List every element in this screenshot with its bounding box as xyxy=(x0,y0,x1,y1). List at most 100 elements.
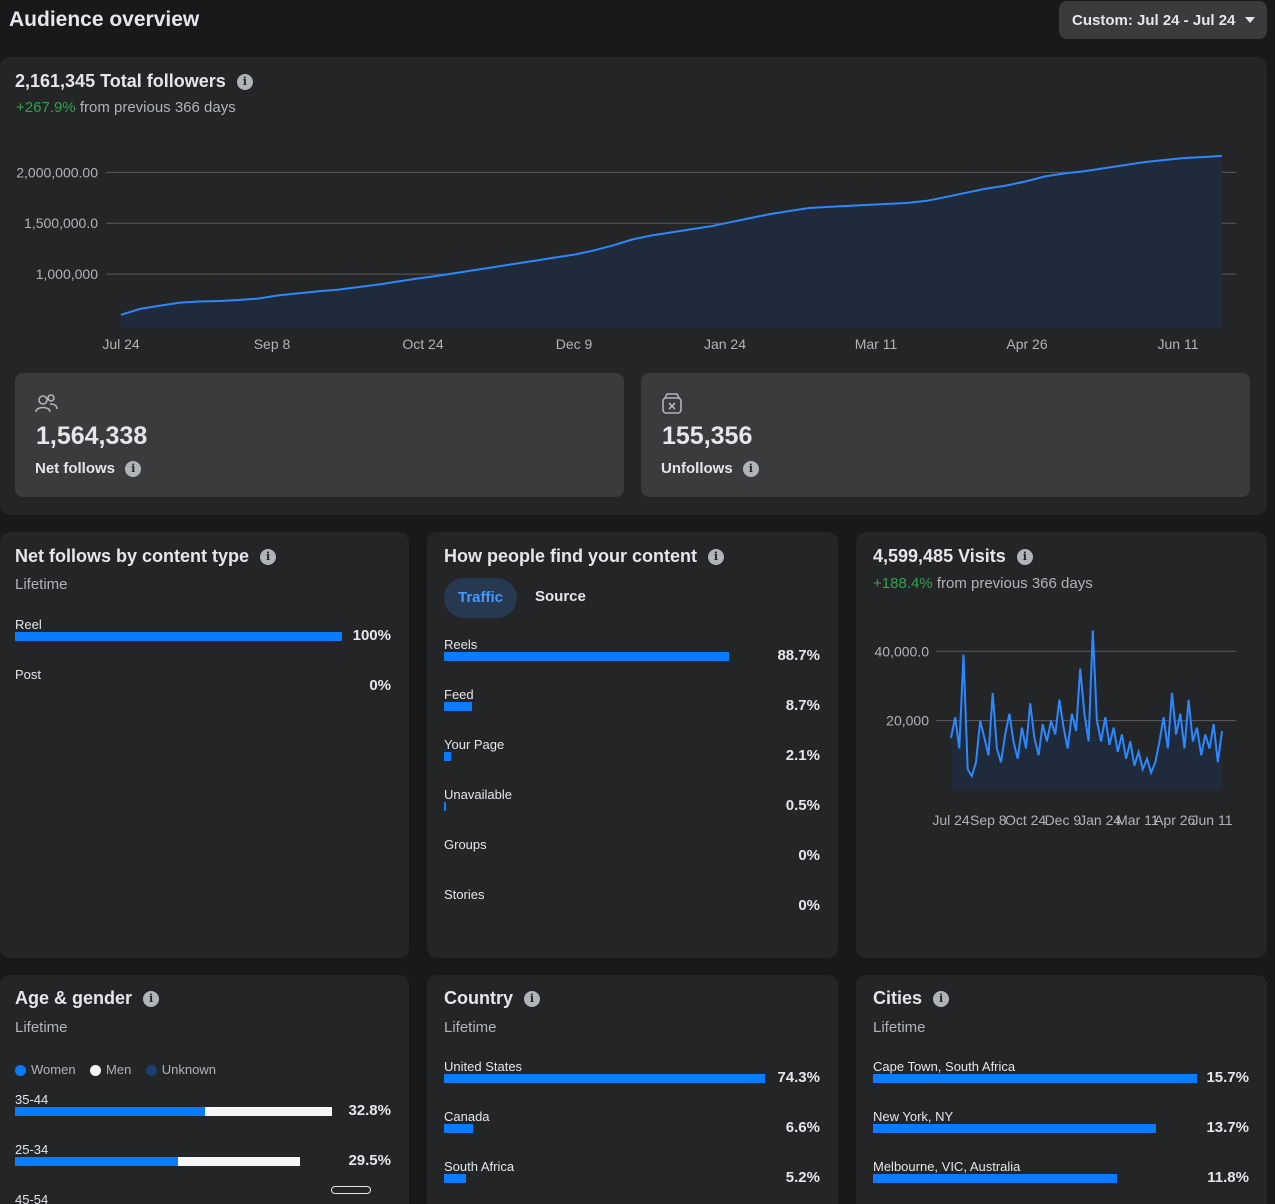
row-label: Reels xyxy=(444,637,478,652)
cities-title: Cities xyxy=(873,988,923,1008)
row-label: 25-34 xyxy=(15,1142,49,1157)
country-heading: Country i xyxy=(444,988,541,1009)
women-dot-icon xyxy=(15,1065,26,1077)
scroll-indicator[interactable] xyxy=(331,1186,371,1194)
country-subtitle: Lifetime xyxy=(444,1019,497,1036)
row-label: Unavailable xyxy=(444,787,512,802)
visits-change-pct: +188.4% xyxy=(873,575,933,592)
row-bar[interactable] xyxy=(444,652,729,661)
row-percent: 0% xyxy=(798,847,820,864)
row-label: Reel xyxy=(15,617,42,632)
row-percent: 0% xyxy=(369,677,391,694)
row-percent: 74.3% xyxy=(777,1069,820,1086)
visits-label: Visits xyxy=(958,546,1006,566)
men-bar[interactable] xyxy=(205,1107,332,1116)
row-label: Groups xyxy=(444,837,487,852)
info-icon[interactable]: i xyxy=(143,991,160,1008)
people-icon xyxy=(35,394,58,413)
unfollows-label-row: Unfollows i xyxy=(661,460,759,478)
row-percent: 13.7% xyxy=(1206,1119,1249,1136)
x-tick-label: Jan 24 xyxy=(704,336,746,352)
row-percent: 2.1% xyxy=(785,747,820,764)
info-icon[interactable]: i xyxy=(524,991,541,1008)
y-tick-label: 2,000,000.00 xyxy=(16,164,98,180)
content-type-subtitle: Lifetime xyxy=(15,576,68,593)
row-label: 45-54 xyxy=(15,1192,49,1204)
page-title: Audience overview xyxy=(9,8,200,31)
row-bar[interactable] xyxy=(444,1174,467,1183)
y-tick-label: 1,000,000 xyxy=(36,266,98,282)
tab-traffic[interactable]: Traffic xyxy=(444,578,518,618)
chart-line xyxy=(950,630,1223,779)
row-label: Feed xyxy=(444,687,474,702)
row-label: Stories xyxy=(444,887,485,902)
tab-source[interactable]: Source xyxy=(535,588,586,605)
unfollows-label: Unfollows xyxy=(661,460,733,477)
cities-card: Cities i Lifetime Cape Town, South Afric… xyxy=(856,975,1267,1204)
x-tick-label: Jun 11 xyxy=(1158,336,1199,352)
x-tick-label: Dec 9 xyxy=(556,336,593,352)
row-label: Post xyxy=(15,667,42,682)
find-content-heading: How people find your content i xyxy=(444,546,725,567)
followers-card: 2,161,345 Total followers i +267.9% from… xyxy=(0,57,1267,515)
caret-down-icon xyxy=(1245,17,1256,23)
row-bar[interactable] xyxy=(873,1074,1197,1083)
row-percent: 8.7% xyxy=(785,697,820,714)
info-icon[interactable]: i xyxy=(236,74,253,91)
legend-women: Women xyxy=(15,1062,76,1077)
row-label: 35-44 xyxy=(15,1092,49,1107)
age-gender-subtitle: Lifetime xyxy=(15,1019,68,1036)
row-bar[interactable] xyxy=(444,1124,473,1133)
row-label: Melbourne, VIC, Australia xyxy=(873,1159,1021,1174)
x-tick-label: Jan 24 xyxy=(1079,812,1121,828)
date-range-dropdown[interactable]: Custom: Jul 24 - Jul 24 xyxy=(1059,1,1267,39)
row-percent: 0.5% xyxy=(785,797,820,814)
visits-change-suffix: from previous 366 days xyxy=(936,575,1093,592)
unfollows-card: 155,356 Unfollows i xyxy=(641,373,1250,497)
chart-line xyxy=(120,154,1223,316)
row-label: New York, NY xyxy=(873,1109,954,1124)
row-percent: 5.2% xyxy=(785,1169,820,1186)
info-icon[interactable]: i xyxy=(260,549,277,566)
find-content-card: How people find your content i Traffic S… xyxy=(427,532,838,958)
info-icon[interactable]: i xyxy=(708,549,725,566)
info-icon[interactable]: i xyxy=(742,461,759,478)
row-bar[interactable] xyxy=(15,632,342,641)
visits-change: +188.4% from previous 366 days xyxy=(873,575,1093,592)
y-tick-label: 20,000 xyxy=(886,713,929,729)
women-bar[interactable] xyxy=(15,1157,178,1166)
info-icon[interactable]: i xyxy=(933,991,950,1008)
row-bar[interactable] xyxy=(444,802,446,811)
row-label: Cape Town, South Africa xyxy=(873,1059,1016,1074)
visits-heading: 4,599,485 Visits i xyxy=(873,546,1033,567)
info-icon[interactable]: i xyxy=(125,461,142,478)
women-bar[interactable] xyxy=(15,1107,206,1116)
row-percent: 11.8% xyxy=(1207,1169,1249,1186)
legend-men: Men xyxy=(90,1062,131,1077)
row-label: United States xyxy=(444,1059,523,1074)
row-label: Your Page xyxy=(444,737,505,752)
row-bar[interactable] xyxy=(444,752,451,761)
country-card: Country i Lifetime United States 74.3% Can… xyxy=(427,975,838,1204)
row-percent: 6.6% xyxy=(785,1119,820,1136)
total-followers-heading: 2,161,345 Total followers i xyxy=(15,71,253,92)
legend-unknown: Unknown xyxy=(145,1062,216,1077)
men-bar[interactable] xyxy=(177,1157,301,1166)
row-percent: 15.7% xyxy=(1206,1069,1249,1086)
row-percent: 100% xyxy=(352,627,391,644)
content-type-heading: Net follows by content type i xyxy=(15,546,277,567)
info-icon[interactable]: i xyxy=(1016,549,1033,566)
age-gender-title: Age & gender xyxy=(15,988,133,1008)
x-tick-label: Jul 24 xyxy=(932,812,970,828)
row-bar[interactable] xyxy=(444,1074,765,1083)
age-gender-legend: Women Men Unknown xyxy=(15,1061,226,1079)
row-bar[interactable] xyxy=(444,702,472,711)
x-tick-label: Mar 11 xyxy=(1116,812,1159,828)
row-bar[interactable] xyxy=(873,1124,1156,1133)
x-tick-label: Oct 24 xyxy=(1005,812,1046,828)
content-type-card: Net follows by content type i Lifetime R… xyxy=(0,532,409,958)
followers-chart: 2,000,000.00 1,500,000.0 1,000,000 Jul 24 Se… xyxy=(16,154,1236,352)
row-bar[interactable] xyxy=(873,1174,1117,1183)
content-type-title: Net follows by content type xyxy=(15,546,250,566)
